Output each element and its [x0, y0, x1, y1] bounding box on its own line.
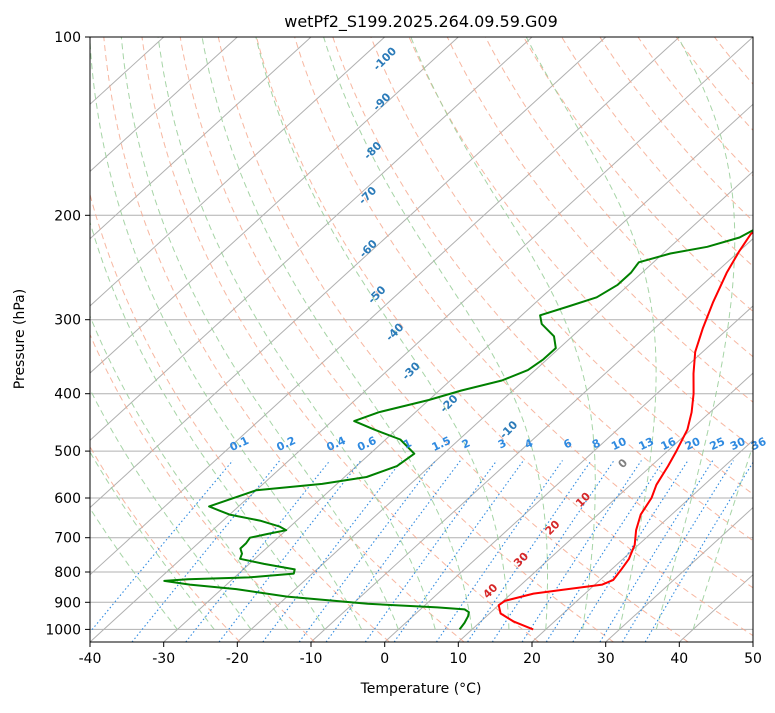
y-tick-label: 200: [54, 208, 81, 224]
x-tick-label: 30: [597, 651, 615, 667]
y-tick-label: 700: [54, 531, 81, 547]
x-tick-label: 0: [380, 651, 389, 667]
y-tick-label: 800: [54, 565, 81, 581]
y-tick-label: 1000: [45, 622, 81, 638]
y-tick-label: 900: [54, 595, 81, 611]
x-tick-label: 50: [744, 651, 762, 667]
x-tick-label: 40: [670, 651, 688, 667]
x-tick-label: -20: [226, 651, 249, 667]
y-tick-label: 400: [54, 387, 81, 403]
chart-title: wetPf2_S199.2025.264.09.59.G09: [284, 12, 558, 32]
x-tick-label: 10: [449, 651, 467, 667]
y-tick-label: 300: [54, 313, 81, 329]
x-tick-label: -30: [152, 651, 175, 667]
y-tick-label: 600: [54, 491, 81, 507]
y-tick-label: 100: [54, 30, 81, 46]
x-tick-label: -10: [300, 651, 323, 667]
x-tick-label: -40: [79, 651, 102, 667]
y-axis-label: Pressure (hPa): [12, 289, 28, 389]
y-tick-label: 500: [54, 444, 81, 460]
x-tick-label: 20: [523, 651, 541, 667]
x-axis-label: Temperature (°C): [360, 681, 482, 697]
